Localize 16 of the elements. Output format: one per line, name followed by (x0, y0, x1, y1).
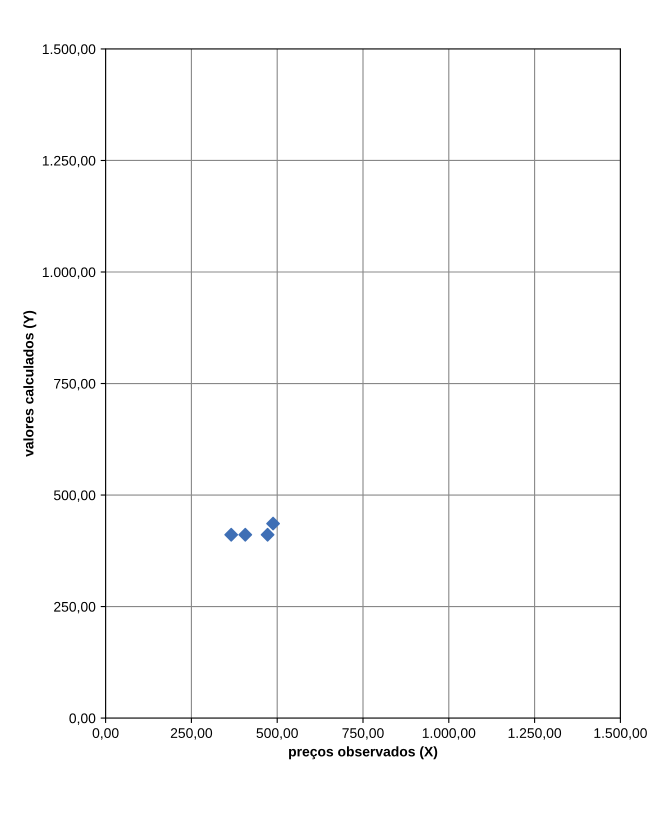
y-tick-label: 1.000,00 (42, 267, 96, 279)
x-tick-label: 1.000,00 (422, 728, 476, 740)
y-tick-label: 0,00 (69, 713, 96, 725)
x-tick-label: 250,00 (170, 728, 212, 740)
x-tick-label: 500,00 (256, 728, 298, 740)
y-tick-label: 250,00 (54, 602, 96, 614)
x-tick-label: 0,00 (92, 728, 119, 740)
x-tick-label: 1.500,00 (594, 728, 647, 740)
y-tick-label: 1.500,00 (42, 44, 96, 56)
x-tick-label: 1.250,00 (508, 728, 562, 740)
y-tick-label: 750,00 (54, 378, 96, 390)
y-axis-title: valores calculados (Y) (23, 310, 36, 457)
x-axis-title: preços observados (X) (289, 746, 438, 760)
x-tick-label: 750,00 (342, 728, 384, 740)
y-tick-label: 1.250,00 (42, 156, 96, 168)
y-tick-label: 500,00 (54, 490, 96, 502)
